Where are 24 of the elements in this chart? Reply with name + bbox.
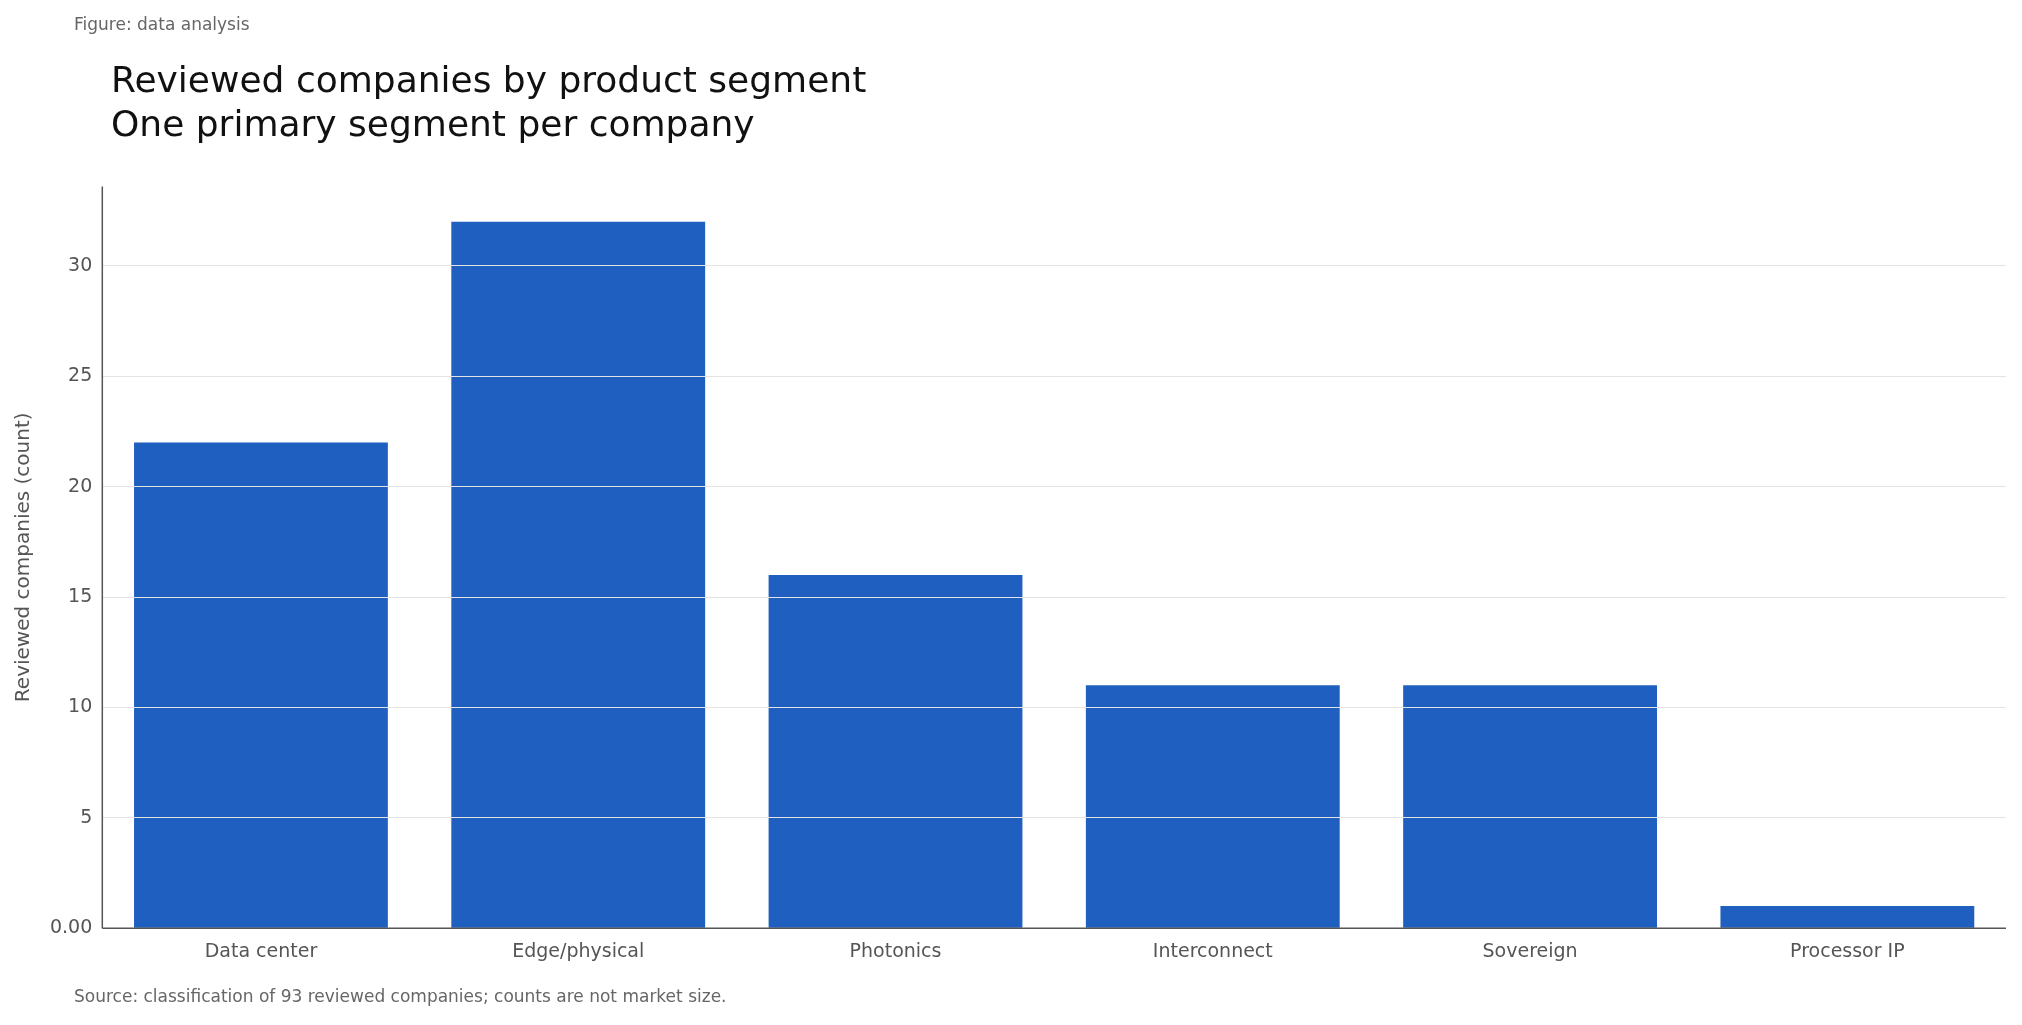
y-tick-label: 15 xyxy=(68,583,93,606)
bar xyxy=(1403,685,1657,928)
source-note: Source: classification of 93 reviewed companies; counts are not market size. xyxy=(74,986,727,1006)
y-axis-title: Reviewed companies (count) xyxy=(10,412,35,703)
x-tick-label: Data center xyxy=(204,938,318,961)
chart-subtitle: One primary segment per company xyxy=(111,102,756,146)
y-tick-label: 20 xyxy=(68,473,93,496)
x-tick-label: Processor IP xyxy=(1790,938,1905,961)
y-tick-label: 25 xyxy=(68,363,93,386)
bar xyxy=(1085,685,1340,928)
y-tick-label: 10 xyxy=(68,694,93,717)
bar xyxy=(1720,906,1975,928)
x-tick-label: Edge/physical xyxy=(512,938,645,961)
y-tick-label: 5 xyxy=(80,804,93,827)
x-tick-label: Interconnect xyxy=(1152,938,1273,961)
text: Figure: data analysis xyxy=(74,14,250,34)
bar xyxy=(451,221,706,928)
x-tick-label: Photonics xyxy=(849,938,942,961)
bar xyxy=(134,442,388,928)
y-tick-label: 0.00 xyxy=(49,915,93,938)
chart-title: Reviewed companies by product segment xyxy=(111,58,867,102)
y-tick-label: 30 xyxy=(68,252,93,275)
x-tick-label: Sovereign xyxy=(1482,938,1578,961)
bar xyxy=(768,574,1023,928)
